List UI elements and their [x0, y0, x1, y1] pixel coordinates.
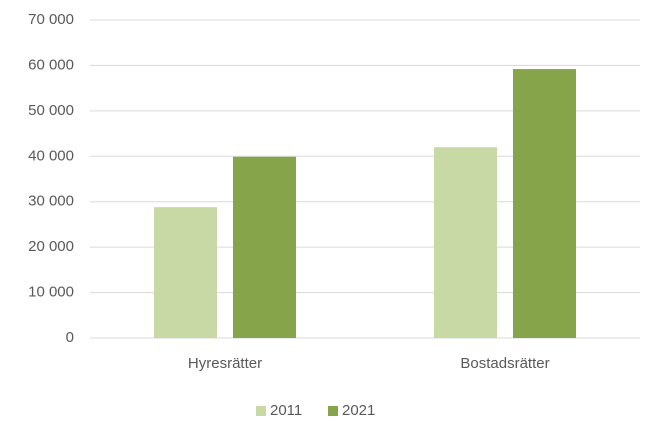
legend-label: 2011 — [270, 402, 302, 419]
x-tick-label: Hyresrätter — [188, 355, 262, 372]
y-tick-label: 20 000 — [28, 238, 74, 255]
y-tick-label: 70 000 — [28, 11, 74, 28]
bar — [154, 207, 217, 338]
x-tick-label: Bostadsrätter — [460, 355, 549, 372]
legend-swatch — [256, 406, 266, 416]
bar — [513, 69, 576, 338]
y-tick-label: 40 000 — [28, 147, 74, 164]
y-tick-label: 60 000 — [28, 56, 74, 73]
legend-label: 2021 — [342, 402, 375, 419]
y-tick-label: 10 000 — [28, 284, 74, 301]
y-tick-label: 50 000 — [28, 102, 74, 119]
y-tick-label: 0 — [66, 329, 74, 346]
bar — [434, 147, 497, 338]
y-tick-label: 30 000 — [28, 193, 74, 210]
legend-swatch — [328, 406, 338, 416]
bar — [233, 156, 296, 338]
